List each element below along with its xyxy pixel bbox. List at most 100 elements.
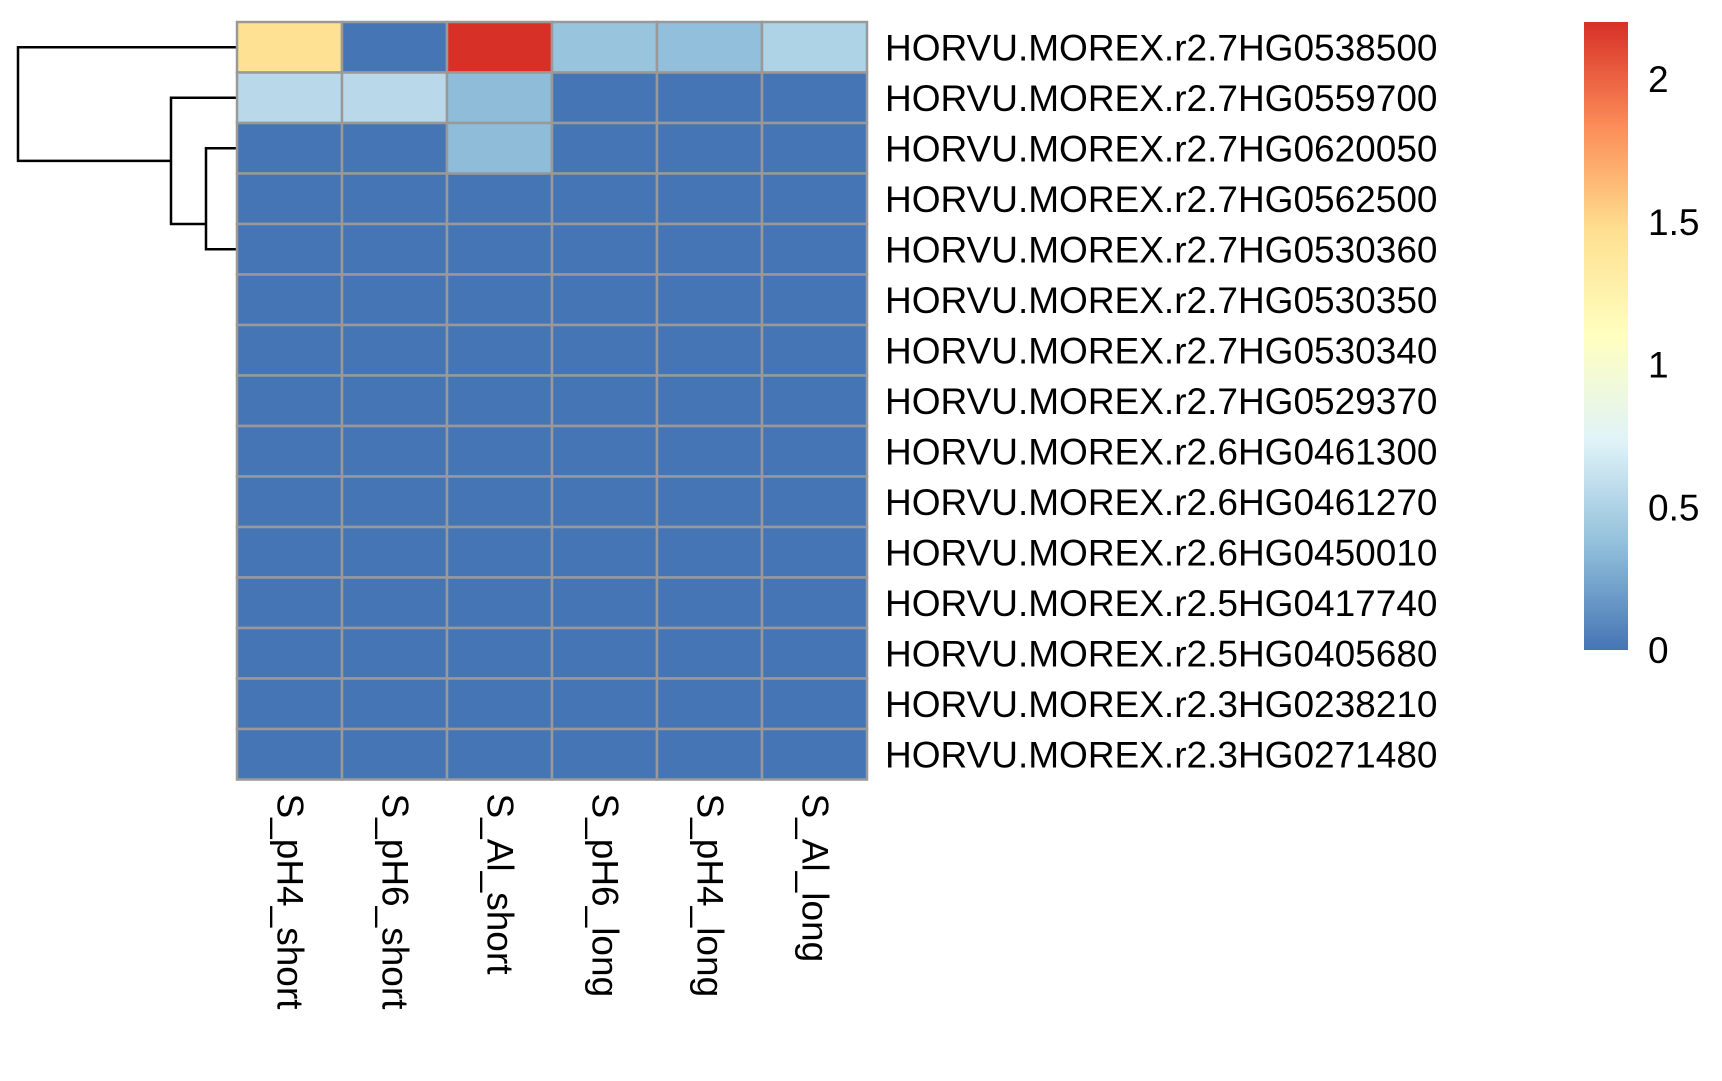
legend-tick-label: 2 bbox=[1648, 59, 1669, 100]
heatmap-cell bbox=[340, 626, 449, 680]
heatmap-cell bbox=[445, 323, 554, 377]
heatmap-cell bbox=[445, 71, 554, 125]
heatmap-cell bbox=[235, 576, 344, 630]
heatmap-cell bbox=[760, 222, 869, 276]
heatmap-cells bbox=[235, 20, 869, 781]
heatmap-cell bbox=[550, 626, 659, 680]
heatmap-cell bbox=[445, 222, 554, 276]
heatmap-cell bbox=[760, 424, 869, 478]
heatmap-cell bbox=[655, 273, 764, 327]
heatmap-cell bbox=[760, 626, 869, 680]
row-label: HORVU.MOREX.r2.7HG0559700 bbox=[885, 78, 1438, 119]
heatmap-cell bbox=[235, 727, 344, 781]
row-label: HORVU.MOREX.r2.7HG0530340 bbox=[885, 330, 1438, 371]
heatmap-cell bbox=[550, 121, 659, 175]
legend-tick-label: 0 bbox=[1648, 630, 1669, 671]
heatmap-cell bbox=[760, 172, 869, 226]
heatmap-cell bbox=[760, 20, 869, 74]
heatmap-cell bbox=[235, 121, 344, 175]
heatmap-cell bbox=[655, 323, 764, 377]
column-labels: S_pH4_short S_pH6_short S_Al_short S_pH6_lo… bbox=[270, 794, 836, 1011]
heatmap-cell bbox=[340, 71, 449, 125]
heatmap-cell bbox=[760, 374, 869, 428]
heatmap-cell bbox=[760, 677, 869, 731]
heatmap-cell bbox=[760, 273, 869, 327]
heatmap-cell bbox=[340, 576, 449, 630]
dendrogram-branch bbox=[204, 147, 237, 251]
heatmap-cell bbox=[655, 222, 764, 276]
heatmap-cell bbox=[655, 20, 764, 74]
heatmap-cell bbox=[445, 273, 554, 327]
heatmap-cell bbox=[340, 273, 449, 327]
heatmap-cell bbox=[655, 525, 764, 579]
legend-tick-label: 0.5 bbox=[1648, 487, 1699, 528]
heatmap-cell bbox=[655, 71, 764, 125]
row-label: HORVU.MOREX.r2.7HG0529370 bbox=[885, 381, 1438, 422]
heatmap-cell bbox=[760, 576, 869, 630]
heatmap-cell bbox=[340, 121, 449, 175]
heatmap-cell bbox=[445, 525, 554, 579]
heatmap-cell bbox=[655, 121, 764, 175]
heatmap-cell bbox=[445, 121, 554, 175]
heatmap-cell bbox=[235, 20, 344, 74]
heatmap-cell bbox=[445, 626, 554, 680]
dendrogram-branch bbox=[169, 96, 237, 226]
heatmap-cell bbox=[655, 677, 764, 731]
row-label: HORVU.MOREX.r2.6HG0461270 bbox=[885, 482, 1438, 523]
heatmap-cell bbox=[445, 576, 554, 630]
row-label: HORVU.MOREX.r2.7HG0620050 bbox=[885, 128, 1438, 169]
heatmap-cell bbox=[550, 323, 659, 377]
row-label: HORVU.MOREX.r2.5HG0405680 bbox=[885, 633, 1438, 674]
legend-tick-label: 1 bbox=[1648, 345, 1669, 386]
heatmap-cell bbox=[235, 424, 344, 478]
heatmap-cell bbox=[550, 576, 659, 630]
heatmap-cell bbox=[340, 172, 449, 226]
heatmap-cell bbox=[340, 677, 449, 731]
heatmap-cell bbox=[760, 323, 869, 377]
heatmap-cell bbox=[550, 273, 659, 327]
heatmap-cell bbox=[550, 20, 659, 74]
column-label: S_pH4_short bbox=[270, 794, 311, 1011]
heatmap-cell bbox=[235, 172, 344, 226]
row-dendrogram bbox=[16, 46, 237, 251]
column-label: S_pH4_long bbox=[690, 794, 731, 998]
heatmap-cell bbox=[655, 576, 764, 630]
column-label: S_Al_short bbox=[480, 794, 521, 976]
heatmap-cell bbox=[445, 374, 554, 428]
heatmap-cell bbox=[550, 475, 659, 529]
row-label: HORVU.MOREX.r2.7HG0530350 bbox=[885, 280, 1438, 321]
row-label: HORVU.MOREX.r2.7HG0562500 bbox=[885, 179, 1438, 220]
heatmap-cell bbox=[550, 71, 659, 125]
row-label: HORVU.MOREX.r2.5HG0417740 bbox=[885, 583, 1438, 624]
heatmap-cell bbox=[340, 222, 449, 276]
heatmap-cell bbox=[235, 626, 344, 680]
heatmap-cell bbox=[655, 424, 764, 478]
heatmap-cell bbox=[550, 424, 659, 478]
heatmap-cell bbox=[445, 424, 554, 478]
heatmap-cell bbox=[550, 374, 659, 428]
heatmap-cell bbox=[340, 20, 449, 74]
heatmap-cell bbox=[235, 323, 344, 377]
heatmap-cell bbox=[445, 172, 554, 226]
heatmap-cell bbox=[760, 71, 869, 125]
heatmap-cell bbox=[655, 374, 764, 428]
heatmap-cell bbox=[235, 475, 344, 529]
heatmap-cell bbox=[760, 121, 869, 175]
heatmap-cell bbox=[235, 525, 344, 579]
heatmap-cell bbox=[550, 222, 659, 276]
row-label: HORVU.MOREX.r2.3HG0238210 bbox=[885, 684, 1438, 725]
heatmap-cell bbox=[655, 172, 764, 226]
heatmap-cell bbox=[760, 475, 869, 529]
heatmap-cell bbox=[235, 273, 344, 327]
heatmap-cell bbox=[655, 475, 764, 529]
row-label: HORVU.MOREX.r2.7HG0530360 bbox=[885, 229, 1438, 270]
heatmap-cell bbox=[235, 374, 344, 428]
row-labels: HORVU.MOREX.r2.7HG0538500 HORVU.MOREX.r2.… bbox=[885, 27, 1438, 775]
column-label: S_pH6_short bbox=[375, 794, 416, 1011]
heatmap-cell bbox=[655, 626, 764, 680]
heatmap-cell bbox=[445, 677, 554, 731]
heatmap-cell bbox=[235, 71, 344, 125]
row-label: HORVU.MOREX.r2.6HG0450010 bbox=[885, 532, 1438, 573]
heatmap-cell bbox=[235, 222, 344, 276]
